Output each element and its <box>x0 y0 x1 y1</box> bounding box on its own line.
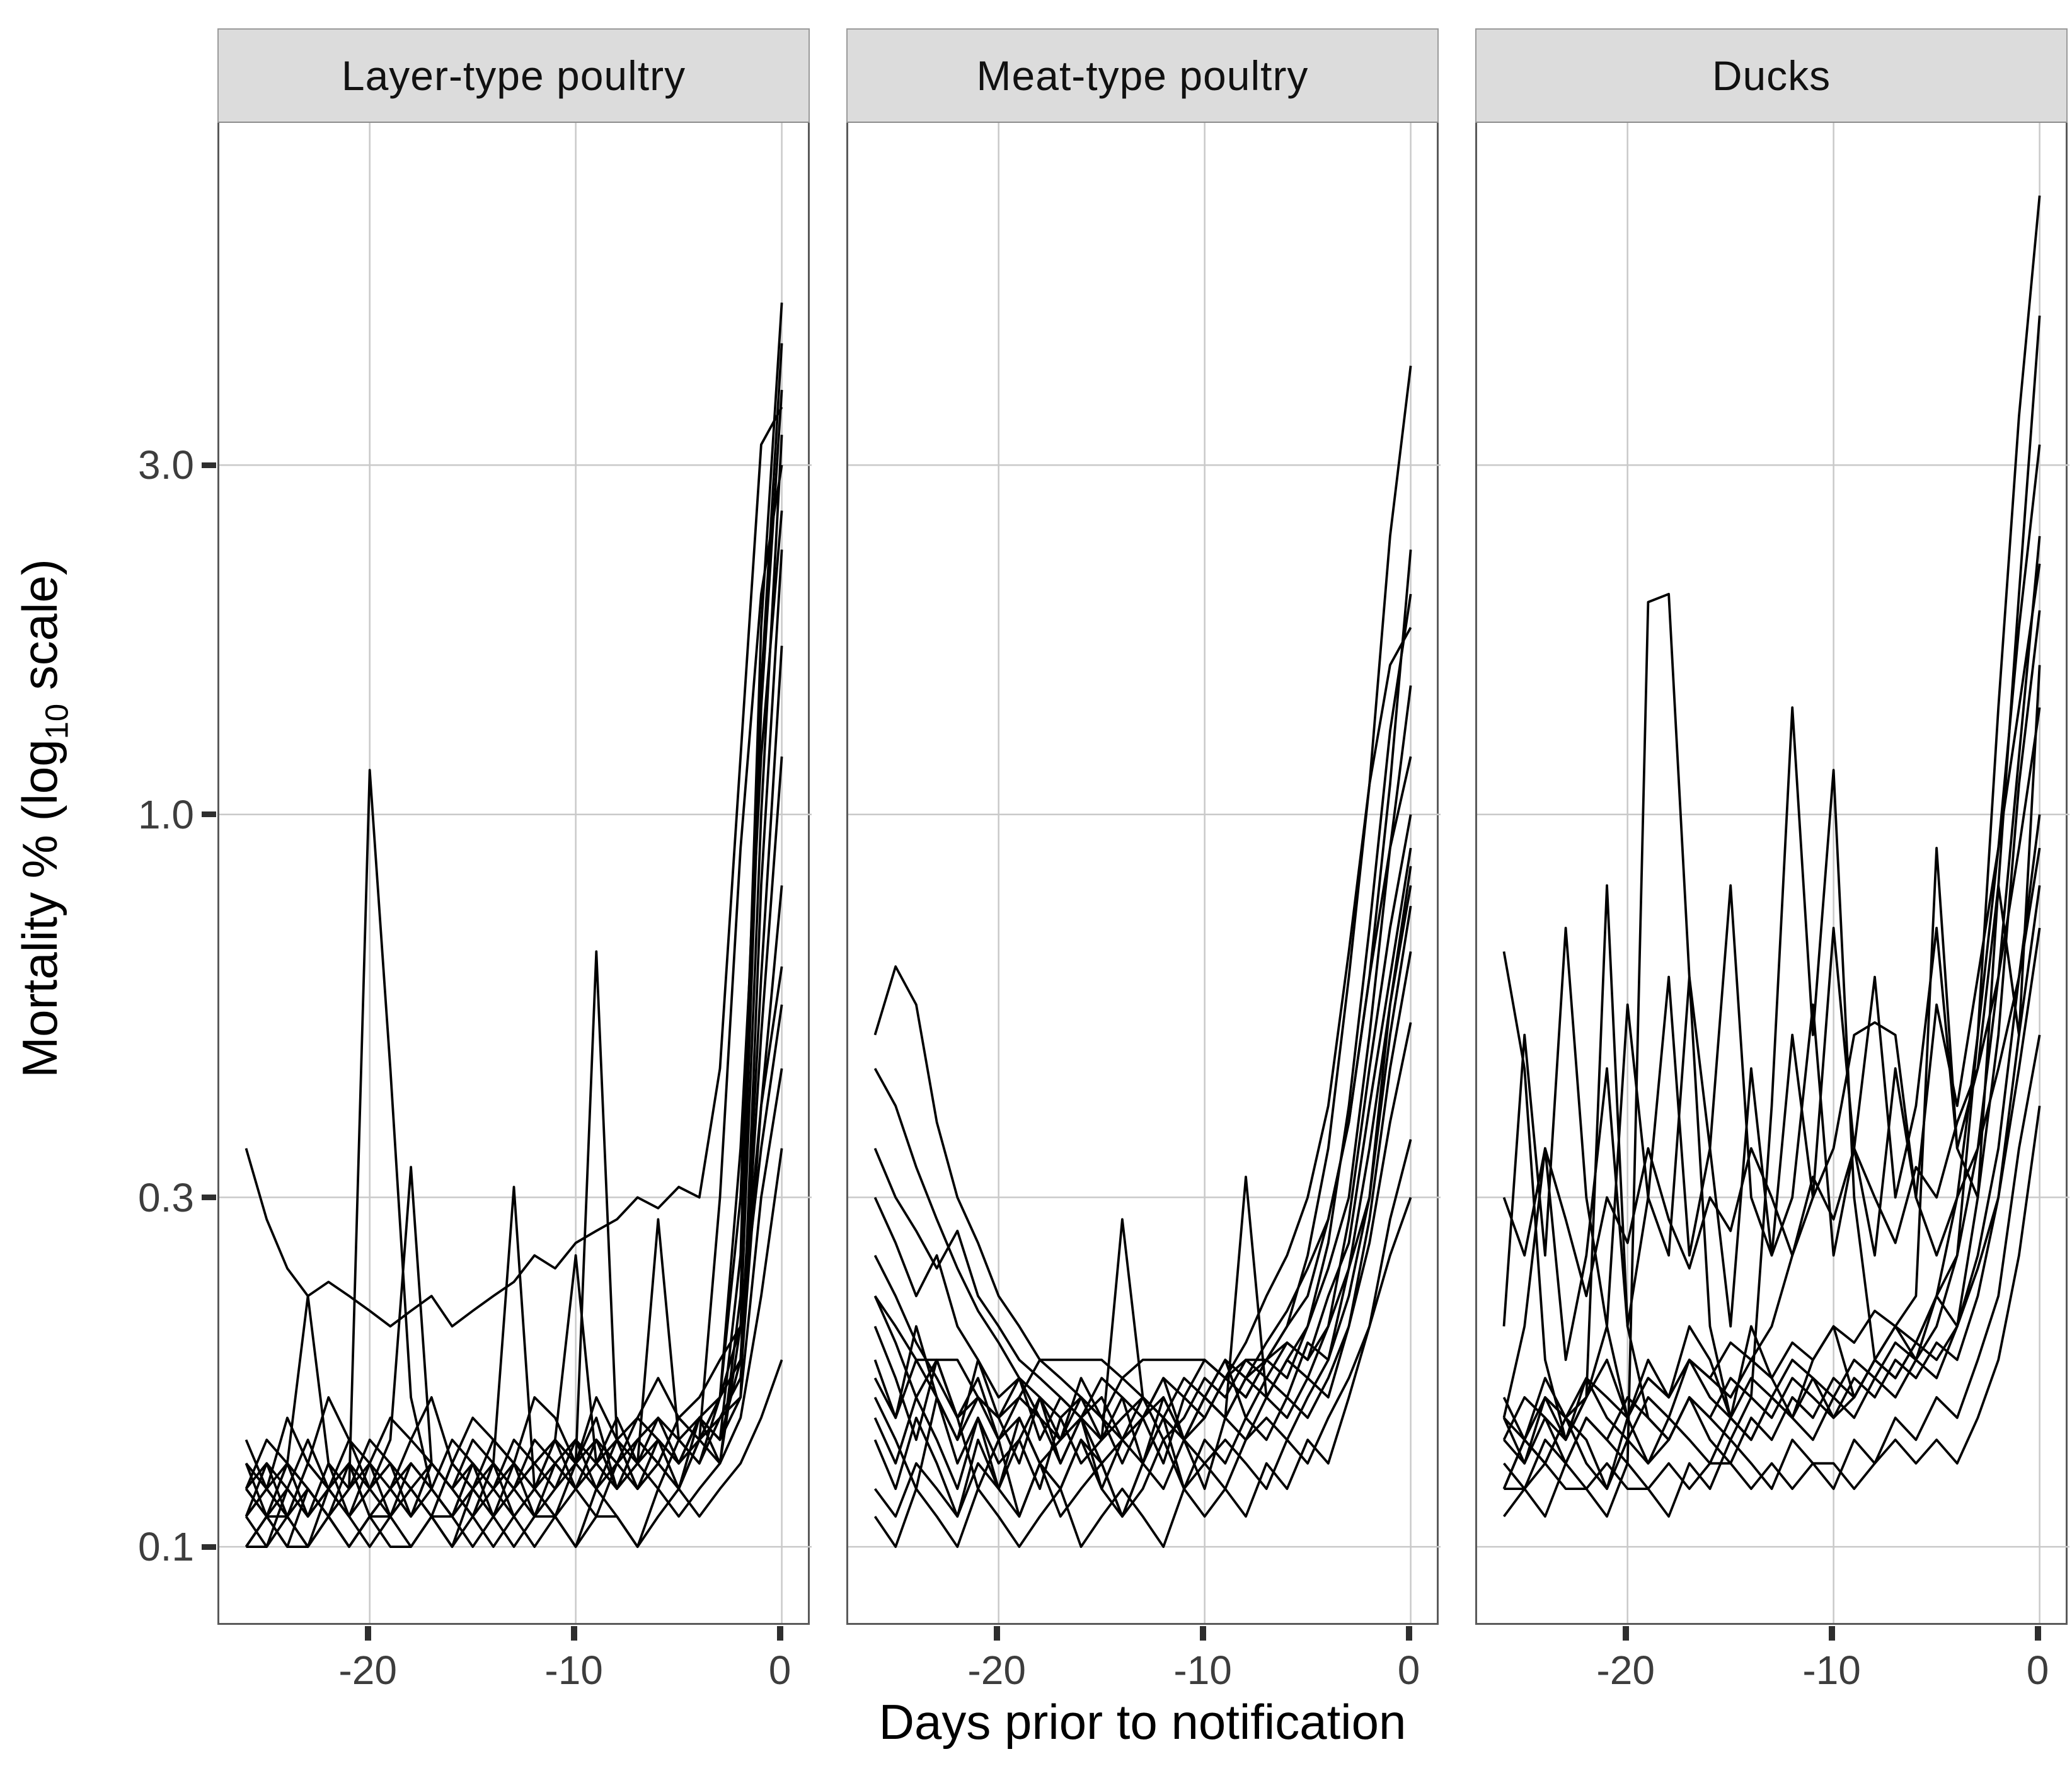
facet-strip-meat: Meat-type poultry <box>846 28 1439 123</box>
facet-panel-layer-type-poultry: Layer-type poultry <box>217 28 812 1625</box>
flock-mortality-line <box>873 885 1412 1518</box>
flock-mortality-line <box>245 406 783 1328</box>
y-axis-tick-mark <box>202 1195 216 1201</box>
facet-title-ducks: Ducks <box>1712 52 1831 99</box>
flock-mortality-line <box>245 510 783 1518</box>
flock-mortality-line <box>873 627 1412 1419</box>
flock-mortality-line <box>245 464 783 1518</box>
facet-title-meat: Meat-type poultry <box>976 52 1309 99</box>
x-axis-tick-mark <box>364 1626 371 1641</box>
x-axis-tick-mark <box>1405 1626 1412 1641</box>
flock-mortality-line <box>873 1139 1412 1549</box>
flock-mortality-line <box>1502 563 2041 1491</box>
x-axis-tick-label: 0 <box>1397 1648 1420 1693</box>
lines-svg-layer <box>219 123 812 1623</box>
flock-mortality-line <box>245 343 783 1549</box>
flock-mortality-line <box>245 549 783 1518</box>
flock-mortality-line <box>873 593 1412 1465</box>
plot-area-layer <box>217 123 812 1625</box>
flock-mortality-line <box>1503 610 2041 1441</box>
x-axis-tick-mark <box>993 1626 1000 1641</box>
x-axis-tick-mark <box>2034 1626 2041 1641</box>
facet-strip-layer: Layer-type poultry <box>217 28 810 123</box>
facet-strip-ducks: Ducks <box>1475 28 2068 123</box>
x-axis-tick-label: -10 <box>1173 1648 1232 1693</box>
flock-mortality-line <box>245 434 783 1549</box>
flock-mortality-line <box>1502 707 2041 1297</box>
flock-mortality-line <box>1504 1106 2041 1491</box>
flock-mortality-line <box>873 905 1412 1419</box>
x-axis-tick-label: 0 <box>2026 1648 2049 1693</box>
x-axis-tick-label: -20 <box>338 1648 397 1693</box>
x-axis-tick-mark <box>776 1626 783 1641</box>
x-axis-tick-label: -10 <box>544 1648 603 1693</box>
flock-mortality-line <box>245 1068 783 1518</box>
y-axis-tick-mark <box>202 1544 216 1550</box>
flock-mortality-line <box>1502 444 2041 1418</box>
flock-mortality-line <box>1502 195 2041 1465</box>
flock-mortality-line <box>873 365 1412 1441</box>
x-axis-tick-label: -10 <box>1802 1648 1861 1693</box>
x-axis-title: Days prior to notification <box>878 1694 1407 1750</box>
flock-mortality-line <box>245 302 783 1549</box>
y-axis-tick-label: 0.3 <box>138 1174 194 1220</box>
y-axis-tick-label: 0.1 <box>138 1524 194 1570</box>
y-axis-tick-mark <box>202 462 216 468</box>
flock-mortality-line <box>873 756 1412 1465</box>
x-axis-tick-mark <box>1622 1626 1629 1641</box>
facet-panel-ducks: Ducks <box>1475 28 2069 1625</box>
facet-title-layer: Layer-type poultry <box>341 52 686 99</box>
y-axis-tick-mark <box>202 811 216 818</box>
x-axis-tick-label: -20 <box>1596 1648 1655 1693</box>
flock-mortality-line <box>1502 814 2041 1441</box>
flock-mortality-line <box>873 951 1412 1491</box>
x-axis-tick-mark <box>570 1626 577 1641</box>
flock-mortality-line <box>245 389 783 1518</box>
x-axis-tick-label: -20 <box>967 1648 1026 1693</box>
facet-panel-meat-type-poultry: Meat-type poultry <box>846 28 1441 1625</box>
x-axis-tick-label: 0 <box>768 1648 791 1693</box>
x-axis-tick-mark <box>1199 1626 1206 1641</box>
flock-mortality-line <box>245 1359 783 1549</box>
lines-svg-meat <box>848 123 1441 1623</box>
y-axis-tick-label: 1.0 <box>138 791 194 837</box>
flock-mortality-line <box>245 966 783 1518</box>
y-axis-title-subscript: 10 <box>38 703 75 740</box>
flock-mortality-line <box>873 1196 1412 1518</box>
flock-mortality-line <box>873 685 1412 1441</box>
y-axis-title-text-end: scale) <box>12 559 67 704</box>
flock-mortality-line <box>1502 1035 2041 1518</box>
x-axis-tick-mark <box>1828 1626 1835 1641</box>
flock-mortality-line <box>1502 315 2041 1491</box>
y-axis-title-text: Mortality % (log <box>12 739 67 1078</box>
flock-mortality-line <box>1502 536 2041 1465</box>
flock-mortality-line <box>1503 884 2041 1465</box>
plot-area-ducks <box>1475 123 2069 1625</box>
flock-mortality-line <box>245 645 783 1518</box>
lines-svg-ducks <box>1477 123 2069 1623</box>
plot-area-meat <box>846 123 1441 1625</box>
y-axis-tick-label: 3.0 <box>138 442 194 488</box>
flock-mortality-line <box>873 847 1412 1441</box>
